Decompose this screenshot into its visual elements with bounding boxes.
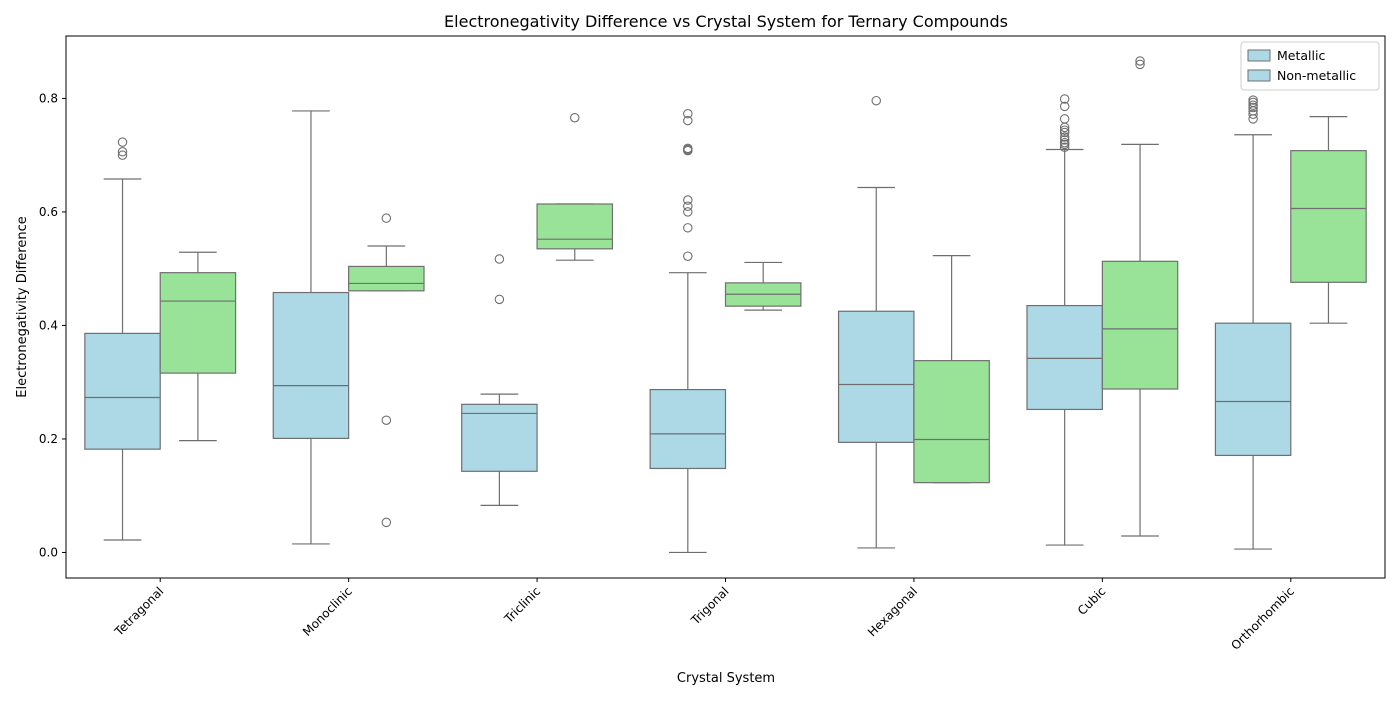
y-tick-label: 0.6 (39, 205, 58, 219)
outlier-point (1248, 109, 1258, 120)
iqr-box (1214, 322, 1292, 457)
outlier-point (1059, 127, 1070, 138)
iqr-box (272, 291, 350, 439)
box-metallic-hexagonal (837, 95, 915, 549)
outlier-point (683, 195, 693, 205)
x-tick-label: Tetragonal (111, 584, 166, 639)
box-non-metallic-triclinic (536, 112, 614, 261)
iqr-box (84, 332, 161, 450)
iqr-box (1026, 304, 1103, 411)
outlier-point (1248, 100, 1258, 110)
outlier-point (1135, 56, 1145, 66)
iqr-box (348, 265, 425, 292)
outlier-point (117, 150, 128, 160)
y-tick-label: 0.4 (39, 318, 58, 332)
outlier-point (683, 201, 693, 212)
y-tick-label: 0.2 (39, 432, 58, 446)
x-tick-label: Monoclinic (300, 584, 355, 639)
legend-swatch (1247, 69, 1271, 82)
outlier-point (683, 223, 693, 233)
outlier-point (381, 517, 392, 528)
box-non-metallic-cubic (1101, 56, 1179, 537)
outlier-point (1135, 59, 1145, 70)
outlier-point (381, 415, 392, 425)
box-metallic-orthorhombic (1214, 95, 1292, 550)
outlier-point (1059, 142, 1070, 152)
box-non-metallic-monoclinic (348, 213, 425, 528)
outlier-point (683, 115, 693, 126)
box-metallic-monoclinic (272, 110, 350, 545)
legend-label: Metallic (1277, 48, 1325, 63)
x-tick-label: Orthorhombic (1228, 584, 1297, 653)
iqr-box (536, 203, 614, 250)
box-non-metallic-trigonal (724, 261, 802, 311)
outlier-point (1248, 95, 1258, 105)
plot-layer: 0.0 0.2 0.4 0.6 0.8 Tetragonal Monoclinic Tricl… (39, 35, 1386, 653)
box-non-metallic-hexagonal (913, 255, 990, 484)
iqr-box (1101, 260, 1179, 390)
outlier-point (1248, 102, 1258, 113)
outlier-point (1059, 114, 1070, 124)
box-metallic-tetragonal (84, 137, 161, 541)
x-tick-label: Trigonal (688, 584, 732, 628)
outlier-point (381, 213, 392, 223)
outlier-point (117, 137, 128, 147)
iqr-box (1290, 150, 1367, 283)
box-metallic-triclinic (461, 254, 538, 506)
outlier-point (683, 251, 693, 261)
outlier-point (683, 143, 693, 154)
plot-frame (65, 35, 1386, 579)
outlier-point (683, 207, 693, 217)
x-tick-label: Triclinic (501, 584, 543, 626)
outlier-point (683, 109, 693, 119)
y-tick-label: 0.8 (39, 91, 58, 105)
box-metallic-cubic (1026, 94, 1103, 546)
x-axis-label: Crystal System (677, 671, 775, 686)
legend-swatch (1247, 49, 1271, 62)
outlier-point (1059, 135, 1070, 145)
x-tick-label: Cubic (1075, 584, 1109, 618)
iqr-box (159, 272, 237, 374)
y-tick-label: 0.0 (39, 545, 58, 559)
outlier-point (871, 95, 881, 106)
legend: Metallic Non-metallic (1240, 41, 1380, 91)
outlier-point (494, 294, 505, 305)
box-non-metallic-orthorhombic (1290, 115, 1367, 324)
outlier-point (1059, 137, 1070, 148)
iqr-box (461, 403, 538, 472)
box-non-metallic-tetragonal (159, 251, 237, 442)
outlier-point (494, 254, 505, 264)
x-tick-label: Hexagonal (865, 584, 920, 639)
box-metallic-trigonal (649, 109, 727, 554)
outlier-point (1059, 94, 1070, 104)
iqr-box (913, 360, 990, 484)
legend-label: Non-metallic (1277, 68, 1356, 83)
outlier-point (1059, 101, 1070, 112)
outlier-point (1248, 97, 1258, 108)
outlier-point (1059, 125, 1070, 135)
iqr-box (837, 310, 915, 443)
chart-title: Electronegativity Difference vs Crystal … (444, 12, 1008, 31)
legend-frame (1240, 41, 1380, 91)
iqr-box (649, 388, 727, 470)
y-axis-label: Electronegativity Difference (15, 216, 30, 398)
outlier-point (117, 147, 128, 157)
outlier-point (570, 112, 580, 123)
outlier-point (1059, 132, 1070, 142)
